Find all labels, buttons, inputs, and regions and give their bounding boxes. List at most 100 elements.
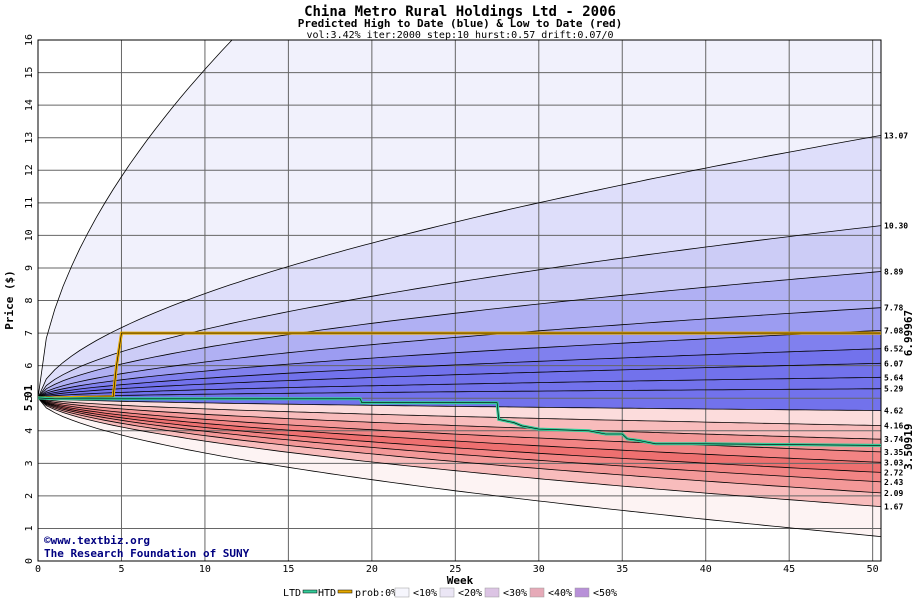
ltd-line-core <box>37 397 882 446</box>
plot-frame <box>37 39 882 562</box>
quantile-line <box>38 330 881 399</box>
high-band <box>38 330 881 398</box>
quantile-line <box>38 397 881 411</box>
quantile-line <box>38 397 881 426</box>
plot-area <box>38 40 881 561</box>
quantile-line <box>38 397 881 483</box>
quantile-line <box>38 271 881 399</box>
y-tick-label: 13 <box>24 132 35 144</box>
legend-prob-swatch <box>574 587 590 598</box>
quantile-line <box>38 225 881 399</box>
legend-prob-swatch <box>394 587 410 598</box>
quantile-line <box>38 376 881 399</box>
quantile-line <box>38 307 881 399</box>
x-tick-label: 15 <box>282 564 294 575</box>
center-band <box>38 388 881 411</box>
boundary-lines <box>38 40 881 537</box>
legend-label: LTD <box>283 588 301 599</box>
band-end-label: 6.07 <box>884 359 903 368</box>
y-tick-label: 4 <box>24 428 35 434</box>
x-tick-label: 10 <box>199 564 211 575</box>
band-end-label: 3.35 <box>884 448 903 457</box>
grid-lines <box>37 39 882 562</box>
legend-label: <10% <box>413 588 437 599</box>
x-tick-label: 45 <box>783 564 795 575</box>
band-end-label: 5.29 <box>884 385 903 394</box>
band-end-label: 6.52 <box>884 345 903 354</box>
legend-ltd-swatch <box>302 589 318 594</box>
low-band <box>38 397 881 482</box>
band-end-label: 3.03 <box>884 458 903 467</box>
low-band <box>38 397 881 426</box>
y-tick-label: 6 <box>24 363 35 369</box>
quantile-line <box>38 397 881 507</box>
low-band <box>38 397 881 473</box>
quantile-line <box>38 397 881 473</box>
htd-ltd-paths <box>37 331 882 447</box>
ltd-value-label: 3.50919 <box>902 424 915 470</box>
legend-htd-swatch <box>337 589 353 594</box>
band-end-label: 7.08 <box>884 326 903 335</box>
low-band <box>38 397 881 493</box>
credits: ©www.textbiz.org The Research Foundation… <box>44 534 250 560</box>
y-tick-label: 16 <box>24 34 35 46</box>
y-tick-label: 1 <box>24 525 35 531</box>
y-tick-label: 3 <box>24 460 35 466</box>
y-tick-label: 8 <box>24 297 35 303</box>
legend-label: <40% <box>548 588 572 599</box>
low-band <box>38 397 881 507</box>
chart-params: vol:3.42% iter:2000 step:10 hurst:0.57 d… <box>306 30 613 41</box>
credit-org: The Research Foundation of SUNY <box>44 547 250 560</box>
quantile-line <box>38 397 881 537</box>
start-value-label: 5.01 <box>22 384 35 411</box>
credit-website: ©www.textbiz.org <box>44 534 150 547</box>
legend-prob-swatch <box>484 587 500 598</box>
quantile-line <box>38 388 881 399</box>
quantile-line <box>38 40 233 398</box>
legend-prob-swatch <box>439 587 455 598</box>
quantile-line <box>38 135 881 399</box>
quantile-line <box>38 362 881 399</box>
x-tick-label: 35 <box>616 564 628 575</box>
band-boundaries <box>38 40 881 537</box>
y-tick-label: 12 <box>24 164 35 176</box>
quantile-line <box>38 348 881 399</box>
y-tick-label: 0 <box>24 558 35 564</box>
htd-value-label: 6.99967 <box>902 310 915 356</box>
band-end-label: 5.64 <box>884 373 903 382</box>
high-band <box>38 40 881 398</box>
low-band <box>38 397 881 452</box>
legend-label: HTD <box>318 588 336 599</box>
band-end-label: 13.07 <box>884 131 908 140</box>
band-end-label: 4.16 <box>884 422 903 431</box>
low-band <box>38 397 881 537</box>
y-tick-label: 11 <box>24 197 35 209</box>
high-band <box>38 135 881 398</box>
y-axis-label: Price ($) <box>3 270 16 330</box>
band-end-label: 2.09 <box>884 489 903 498</box>
x-tick-label: 5 <box>118 564 124 575</box>
band-end-label: 1.67 <box>884 503 903 512</box>
x-tick-label: 40 <box>700 564 712 575</box>
y-tick-label: 5 <box>24 395 35 401</box>
y-tick-label: 10 <box>24 229 35 241</box>
legend-label: <20% <box>458 588 482 599</box>
low-band <box>38 397 881 463</box>
band-end-label: 2.43 <box>884 478 903 487</box>
x-tick-label: 30 <box>533 564 545 575</box>
x-tick-label: 50 <box>867 564 879 575</box>
legend-label: prob:0% <box>355 588 397 599</box>
band-end-label: 4.62 <box>884 407 903 416</box>
y-tick-label: 14 <box>24 99 35 111</box>
band-end-label: 8.89 <box>884 268 903 277</box>
band-end-label: 3.74 <box>884 435 903 444</box>
band-end-labels: 13.07 10.30 8.89 7.78 7.08 6.52 6.07 5.64 5.29 4.… <box>884 131 908 511</box>
high-band <box>38 363 881 398</box>
legend-label: <30% <box>503 588 527 599</box>
legend: LTD HTD prob:0% <10% <20% <30% <40% <50% <box>283 587 617 599</box>
high-band <box>38 225 881 398</box>
x-tick-label: 0 <box>35 564 41 575</box>
high-band <box>38 271 881 398</box>
y-tick-label: 9 <box>24 265 35 271</box>
